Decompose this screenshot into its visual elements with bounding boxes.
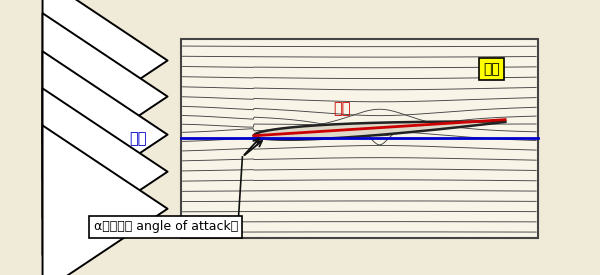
Text: 基線: 基線	[334, 101, 351, 116]
Text: 主流: 主流	[129, 131, 146, 146]
Polygon shape	[254, 122, 505, 140]
Bar	[181, 39, 538, 238]
Text: 流線: 流線	[483, 62, 500, 76]
Text: α（迎角， angle of attack）: α（迎角， angle of attack）	[94, 220, 238, 233]
